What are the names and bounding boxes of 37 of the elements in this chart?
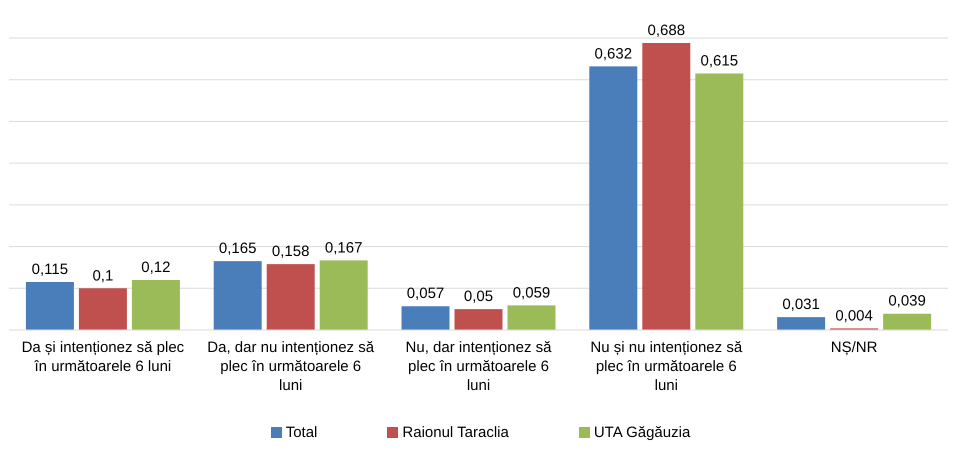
bar [454,309,502,330]
data-label: 0,632 [594,45,632,62]
data-label: 0,165 [218,240,256,258]
data-label: 0,12 [141,258,171,276]
bar [883,314,932,330]
bar [132,280,180,330]
bar [402,306,450,330]
data-label: 0,05 [464,288,494,306]
data-label: 0,158 [272,243,310,260]
bar [26,282,74,330]
data-label: 0,615 [700,52,738,70]
bar [266,264,315,330]
data-label: 0,059 [512,284,550,302]
data-label: 0,115 [32,261,68,278]
x-tick-label: Nu și nu intenționez să plec în următoarele 6 luni [590,339,743,394]
bar [777,317,826,330]
bar [508,305,556,330]
x-tick-label: Da, dar nu intenționez să plec în următoarele 6 luni [207,339,375,394]
x-tick-label: Nu, dar intenționez să plec în următoarele 6 luni [406,339,552,394]
bar [320,260,368,330]
bar [642,43,690,330]
bar [78,288,127,330]
bar [589,66,638,330]
x-tick-label: NȘ/NR [830,339,878,356]
data-label: 0,688 [648,22,686,40]
legend-label: Total [286,424,318,441]
legend-label: UTA Găgăuzia [594,424,690,441]
legend-label: Raionul Taraclia [402,424,509,441]
data-label: 0,039 [888,292,926,310]
bar [695,73,744,330]
bar [214,261,262,330]
data-label: 0,031 [782,296,820,314]
data-label: 0,1 [92,267,114,284]
data-label: 0,004 [835,307,873,324]
x-tick-label: Da și intenționez să plec în următoarele 6 luni [22,339,185,375]
data-label: 0,167 [324,239,362,256]
data-label: 0,057 [406,285,444,302]
